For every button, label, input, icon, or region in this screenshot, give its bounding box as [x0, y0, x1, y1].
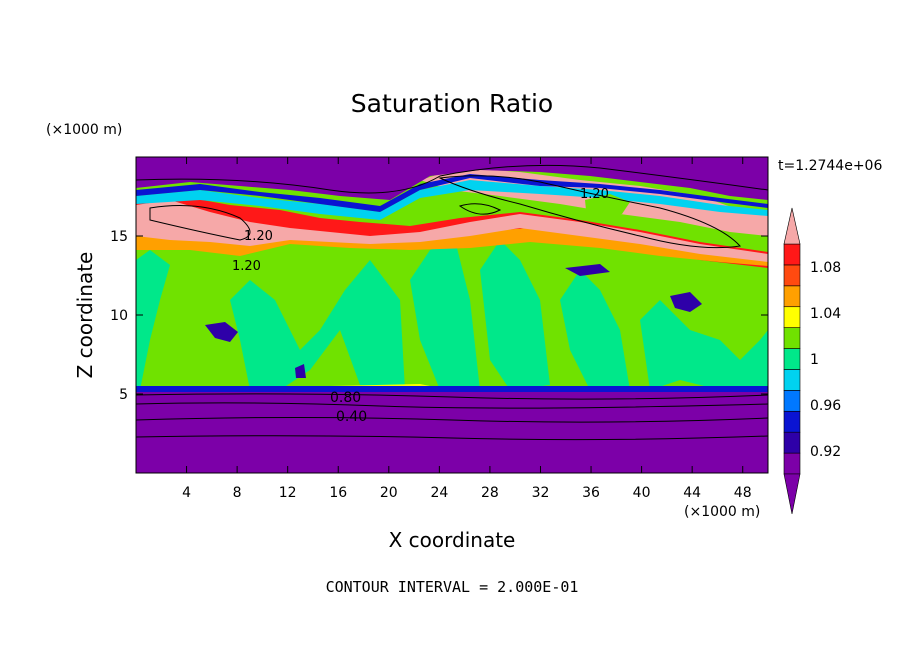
x-axis-ticks: 4 8 12 16 20 24 28 32 36 40 44 48	[182, 157, 752, 501]
contour-label: 1.20	[232, 259, 261, 274]
x-tick-label: 44	[683, 485, 701, 501]
colorbar-swatch	[783, 410, 801, 433]
field-upper-cyan	[136, 180, 768, 220]
contour-lines	[136, 164, 768, 441]
time-label: t=1.2744e+06	[778, 158, 882, 174]
field-upper-blue	[136, 174, 768, 212]
plot-area	[136, 157, 768, 473]
colorbar-swatch	[783, 431, 801, 454]
y-axis-ticks: 5 10 15	[110, 229, 768, 403]
x-tick-label: 40	[633, 485, 651, 501]
colorbar-tick-label: 1.08	[810, 260, 841, 276]
chart-title: Saturation Ratio	[351, 89, 553, 118]
field-bottom-purple	[136, 390, 768, 473]
x-tick-label: 4	[182, 485, 191, 501]
colorbar-swatch	[783, 264, 801, 287]
y-tick-label: 10	[110, 308, 128, 324]
field-teal-zones	[136, 240, 768, 390]
field-top-purple	[136, 157, 768, 200]
x-tick-label: 32	[532, 485, 550, 501]
colorbar-tick-label: 0.96	[810, 398, 841, 414]
x-axis-label: X coordinate	[389, 528, 516, 552]
x-unit-label: (×1000 m)	[684, 504, 760, 520]
y-axis-label: Z coordinate	[73, 252, 97, 379]
colorbar-arrow-top	[783, 207, 801, 245]
colorbar-swatch	[783, 390, 801, 412]
colorbar-swatch	[783, 369, 801, 391]
y-unit-label: (×1000 m)	[46, 122, 122, 138]
x-tick-label: 28	[481, 485, 499, 501]
colorbar-tick-label: 1.04	[810, 306, 841, 322]
colorbar-swatch	[783, 452, 801, 475]
colorbar-tick-label: 0.92	[810, 444, 841, 460]
x-tick-label: 20	[380, 485, 398, 501]
colorbar: 0.92 0.96 1 1.04 1.08	[783, 207, 841, 515]
colorbar-swatch	[783, 243, 801, 266]
colorbar-swatch	[783, 327, 801, 349]
colorbar-swatch	[783, 348, 801, 370]
contour-label: 0.40	[336, 409, 367, 425]
colorbar-swatch	[783, 285, 801, 308]
field-bottom-blue-edge	[136, 386, 768, 392]
colorbar-arrow-bottom	[783, 473, 801, 515]
colorbar-swatch	[783, 306, 801, 328]
x-tick-label: 24	[430, 485, 448, 501]
contour-interval-footer: CONTOUR INTERVAL = 2.000E-01	[326, 578, 579, 596]
x-tick-label: 48	[734, 485, 752, 501]
contour-label: 1.20	[580, 187, 609, 202]
contour-label-group: 0.80 0.40 1.20 1.20 1.20	[232, 187, 609, 425]
x-tick-label: 12	[279, 485, 297, 501]
x-tick-label: 36	[582, 485, 600, 501]
y-tick-label: 15	[110, 229, 128, 245]
contour-label: 0.80	[330, 390, 361, 406]
x-tick-label: 16	[329, 485, 347, 501]
x-tick-label: 8	[233, 485, 242, 501]
y-tick-label: 5	[119, 387, 128, 403]
contour-label: 1.20	[244, 229, 273, 244]
colorbar-tick-label: 1	[810, 352, 819, 368]
